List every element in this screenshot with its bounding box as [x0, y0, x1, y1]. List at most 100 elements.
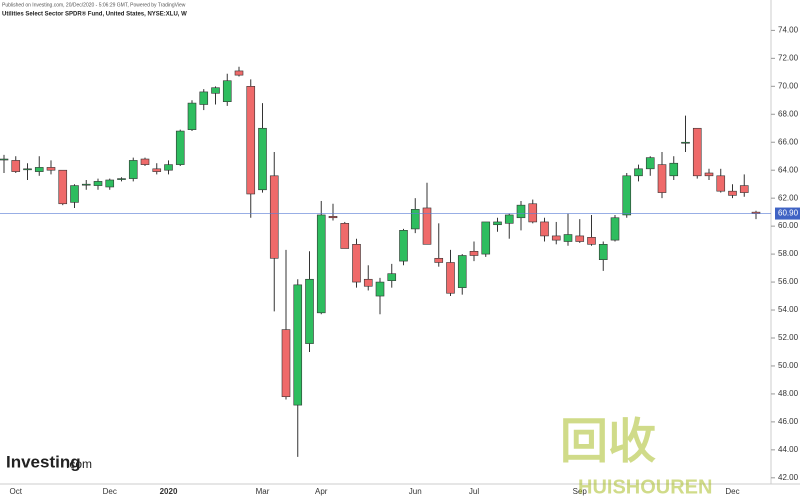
candle-body — [234, 70, 244, 76]
candle-body — [128, 160, 138, 179]
candle-body — [305, 278, 314, 344]
candle-body — [657, 164, 667, 193]
y-tick-label: 52.00 — [778, 333, 799, 342]
candle-body — [187, 102, 197, 130]
y-tick-label: 66.00 — [778, 137, 799, 146]
candle-body — [375, 281, 385, 297]
y-tick-label: 70.00 — [778, 81, 799, 90]
last-price-label: 60.90 — [778, 209, 799, 218]
x-tick-label: Dec — [103, 487, 117, 496]
candle-body — [434, 257, 444, 263]
candle-body — [681, 141, 690, 144]
candle-body — [46, 167, 56, 171]
candle-body — [211, 87, 220, 94]
candle-body — [399, 230, 408, 262]
y-tick-label: 60.00 — [778, 221, 799, 230]
candle-body — [598, 244, 608, 260]
logo-text: Investing — [6, 452, 81, 471]
candle-body — [117, 178, 126, 180]
candle-body — [258, 127, 267, 191]
candle-body — [622, 175, 632, 216]
candle-body — [528, 203, 538, 223]
logo: Investing .com — [6, 452, 92, 471]
candle-body — [340, 223, 350, 249]
candle-body — [457, 255, 467, 288]
x-tick-label: Sep — [573, 487, 588, 496]
x-tick-label: Mar — [256, 487, 270, 496]
candle-body — [328, 216, 338, 219]
last-price-box — [775, 207, 800, 220]
candle-body — [269, 175, 279, 259]
candle-body — [58, 169, 68, 205]
watermark: 回收 — [560, 416, 656, 469]
candle-body — [93, 181, 103, 186]
candle-body — [70, 185, 79, 203]
candle-body — [281, 329, 291, 398]
chart-title: Utilities Select Sector SPDR® Fund, Unit… — [2, 11, 187, 18]
x-tick-label: Oct — [10, 487, 23, 496]
y-tick-label: 44.00 — [778, 445, 799, 454]
candle-body — [481, 221, 491, 255]
candle-body — [352, 244, 361, 283]
y-tick-label: 72.00 — [778, 53, 799, 62]
candle-body — [551, 235, 561, 241]
y-tick-label: 62.00 — [778, 193, 799, 202]
candle-body — [81, 183, 91, 186]
y-tick-label: 56.00 — [778, 277, 799, 286]
candle-body — [422, 207, 432, 245]
candle-body — [645, 157, 655, 170]
candle-body — [692, 127, 702, 177]
candle-body — [316, 214, 326, 314]
watermark: HUISHOUREN — [578, 476, 712, 498]
candle-body — [363, 278, 373, 287]
y-tick-label: 50.00 — [778, 361, 799, 370]
candle-body — [410, 209, 420, 230]
candle-body — [175, 130, 185, 165]
candle-body — [540, 221, 549, 237]
y-tick-label: 42.00 — [778, 473, 799, 482]
x-tick-label: Jun — [409, 487, 422, 496]
logo-suffix: .com — [66, 457, 92, 471]
candle-body — [164, 164, 173, 171]
y-tick-label: 46.00 — [778, 417, 799, 426]
candle-body — [669, 162, 679, 177]
candle-body — [11, 160, 21, 172]
y-tick-label: 48.00 — [778, 389, 799, 398]
candle-body — [610, 217, 620, 241]
candle-body — [493, 221, 502, 226]
candle-body — [23, 168, 32, 171]
published-note: Published on Investing.com, 20/Dec/2020 … — [2, 2, 186, 8]
candle-body — [587, 237, 596, 245]
candle-body — [516, 204, 526, 219]
candle-body — [0, 158, 9, 161]
x-tick-label: Jul — [469, 487, 479, 496]
candle-body — [739, 185, 749, 193]
x-tick-label: Dec — [725, 487, 739, 496]
y-tick-label: 54.00 — [778, 305, 799, 314]
candle-body — [469, 251, 479, 256]
candle-body — [634, 168, 643, 177]
candle-body — [152, 168, 162, 172]
x-tick-label: Apr — [315, 487, 328, 496]
candle-body — [716, 175, 726, 192]
candle-body — [704, 172, 714, 177]
y-tick-label: 58.00 — [778, 249, 799, 258]
candle-body — [446, 262, 455, 294]
candle-body — [728, 190, 737, 196]
candle-body — [293, 284, 303, 406]
candle-body — [504, 214, 514, 224]
y-tick-label: 64.00 — [778, 165, 799, 174]
y-tick-label: 74.00 — [778, 25, 799, 34]
candle-body — [563, 234, 573, 242]
candle-body — [222, 80, 232, 102]
candle-body — [34, 167, 44, 172]
candle-body — [387, 273, 397, 281]
candle-body — [575, 235, 585, 242]
candle-body — [199, 91, 209, 105]
x-tick-label: 2020 — [160, 487, 178, 496]
candle-body — [246, 86, 256, 195]
candle-body — [105, 179, 115, 188]
y-tick-label: 68.00 — [778, 109, 799, 118]
candle-body — [140, 158, 150, 165]
